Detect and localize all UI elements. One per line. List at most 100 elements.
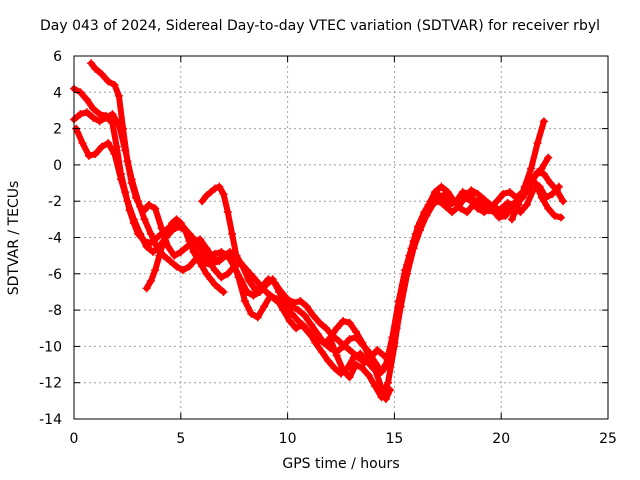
data-point <box>251 286 260 295</box>
data-point <box>347 347 356 356</box>
data-point <box>448 195 457 204</box>
data-point <box>360 358 369 367</box>
data-point <box>168 218 177 227</box>
data-point <box>84 151 93 160</box>
data-point <box>277 287 286 296</box>
x-tick-label: 25 <box>599 431 617 447</box>
data-point <box>550 211 559 220</box>
data-point <box>505 204 514 213</box>
data-point <box>264 275 273 284</box>
data-point <box>213 257 222 266</box>
data-point <box>559 197 568 206</box>
data-point <box>309 311 318 320</box>
data-point <box>219 287 228 296</box>
x-axis-label: GPS time / hours <box>282 456 400 472</box>
grid-lines <box>74 56 608 419</box>
data-point <box>529 186 538 195</box>
data-point <box>337 369 345 378</box>
data-point <box>78 139 87 148</box>
data-point <box>232 251 241 260</box>
data-point <box>503 199 512 208</box>
data-point <box>520 182 529 191</box>
data-point <box>142 242 151 251</box>
data-point <box>364 371 373 380</box>
data-point <box>193 255 202 264</box>
data-point <box>163 226 172 235</box>
data-point <box>302 302 311 311</box>
data-point <box>345 373 354 382</box>
data-point <box>95 110 104 119</box>
data-point <box>176 248 185 257</box>
data-point <box>317 347 326 356</box>
data-point <box>91 64 100 73</box>
data-point <box>95 117 104 126</box>
data-point <box>527 164 536 173</box>
data-point <box>371 365 380 374</box>
data-point <box>189 248 198 257</box>
series-4 <box>70 108 553 376</box>
data-point <box>458 188 467 197</box>
data-point <box>396 302 405 311</box>
data-point <box>379 351 388 360</box>
data-point <box>281 304 290 313</box>
data-point <box>364 351 373 360</box>
data-point <box>386 385 395 394</box>
data-point <box>381 395 390 404</box>
data-point <box>300 311 309 320</box>
data-point <box>249 291 258 300</box>
y-tick-label: -6 <box>48 267 62 283</box>
series-6 <box>198 182 241 260</box>
data-point <box>351 360 360 369</box>
data-point <box>430 188 439 197</box>
y-tick-label: 6 <box>53 49 62 65</box>
y-tick-label: 2 <box>53 122 62 138</box>
data-point <box>463 208 472 217</box>
data-point <box>172 262 181 271</box>
data-point <box>210 266 219 275</box>
series-line <box>73 125 567 366</box>
data-point <box>121 146 130 155</box>
data-point <box>247 309 256 318</box>
data-point <box>292 324 301 333</box>
data-point <box>326 344 335 353</box>
data-point <box>505 188 514 197</box>
data-point <box>198 262 207 271</box>
y-tick-label: -14 <box>39 412 62 428</box>
data-point <box>149 248 158 257</box>
y-axis-label: SDTVAR / TECUs <box>6 180 22 296</box>
data-point <box>219 251 228 260</box>
data-point <box>253 313 262 322</box>
data-point <box>223 208 232 217</box>
data-point <box>294 306 303 315</box>
data-point <box>294 316 303 325</box>
data-point <box>268 293 277 302</box>
y-tick-label: -4 <box>48 231 62 247</box>
data-point <box>243 266 252 275</box>
series-7 <box>326 316 395 404</box>
data-point <box>492 204 501 213</box>
data-point <box>290 298 299 307</box>
data-point <box>104 77 113 86</box>
axis-ticks: 0 5 10 15 20 25 -14 -12 -10 -8 -6 -4 -2 0 2 4 6 <box>39 49 617 447</box>
data-point <box>345 318 354 327</box>
data-point <box>422 211 431 220</box>
y-tick-label: -8 <box>48 303 62 319</box>
x-tick-label: 20 <box>492 431 510 447</box>
data-point <box>537 164 546 173</box>
data-point <box>469 200 478 209</box>
data-point <box>136 229 145 238</box>
data-point <box>134 197 143 206</box>
data-point <box>91 150 100 159</box>
data-point <box>557 213 566 222</box>
data-point <box>499 189 508 198</box>
data-point <box>307 331 316 340</box>
data-point <box>262 287 271 296</box>
data-point <box>198 251 207 260</box>
data-point <box>324 356 333 365</box>
data-point <box>330 364 339 373</box>
data-point <box>82 95 91 104</box>
data-point <box>283 295 292 304</box>
data-point <box>170 251 179 260</box>
data-point <box>102 113 111 122</box>
data-point <box>552 186 561 195</box>
